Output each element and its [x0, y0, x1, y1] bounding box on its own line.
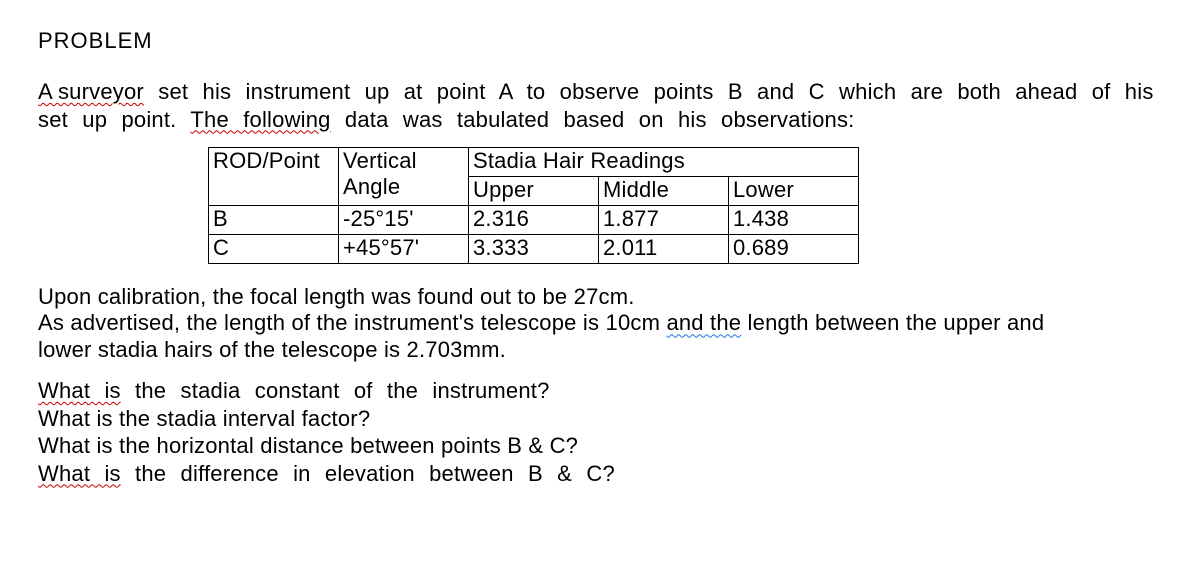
col-header-stadia: Stadia Hair Readings — [469, 148, 859, 177]
question-3: What is the horizontal distance between … — [38, 432, 1162, 460]
text: Upon calibration, the focal length was f… — [38, 284, 635, 309]
questions: What is the stadia constant of the instr… — [38, 377, 1162, 487]
text: Vertical — [343, 148, 417, 173]
text: As advertised, the length of the instrum… — [38, 310, 666, 335]
squiggle-text: What is — [38, 378, 121, 403]
text: length between the upper and — [741, 310, 1044, 335]
cell: 0.689 — [729, 235, 859, 264]
cell: 1.877 — [599, 206, 729, 235]
question-4: What is the difference in elevation betw… — [38, 460, 1162, 488]
table-container: ROD/Point Vertical Angle Stadia Hair Rea… — [38, 147, 1162, 264]
question-2: What is the stadia interval factor? — [38, 405, 1162, 433]
text: data was tabulated based on his observat… — [331, 107, 855, 132]
problem-heading: PROBLEM — [38, 28, 1162, 54]
table-row: B -25°15' 2.316 1.877 1.438 — [209, 206, 859, 235]
cell: +45°57' — [339, 235, 469, 264]
squiggle-text: What is — [38, 461, 121, 486]
col-header-rod: ROD/Point — [209, 148, 339, 206]
cell: -25°15' — [339, 206, 469, 235]
sub-header-upper: Upper — [469, 177, 599, 206]
calibration-paragraph: Upon calibration, the focal length was f… — [38, 284, 1162, 363]
text: Angle — [343, 174, 400, 199]
col-header-angle: Vertical Angle — [339, 148, 469, 206]
cell: 3.333 — [469, 235, 599, 264]
squiggle-text: The following — [190, 107, 330, 132]
table-row: C +45°57' 3.333 2.011 0.689 — [209, 235, 859, 264]
table-row: ROD/Point Vertical Angle Stadia Hair Rea… — [209, 148, 859, 177]
text: the difference in elevation between B & … — [121, 461, 615, 486]
question-1: What is the stadia constant of the instr… — [38, 377, 1162, 405]
sub-header-lower: Lower — [729, 177, 859, 206]
cell: 2.316 — [469, 206, 599, 235]
sub-header-middle: Middle — [599, 177, 729, 206]
cell: C — [209, 235, 339, 264]
squiggle-text: A surveyor — [38, 79, 144, 104]
squiggle-text: and the — [666, 310, 741, 335]
cell: B — [209, 206, 339, 235]
text: lower stadia hairs of the telescope is 2… — [38, 337, 506, 362]
cell: 1.438 — [729, 206, 859, 235]
text: the stadia constant of the instrument? — [121, 378, 550, 403]
problem-statement: A surveyor set his instrument up at poin… — [38, 78, 1162, 133]
cell: 2.011 — [599, 235, 729, 264]
data-table: ROD/Point Vertical Angle Stadia Hair Rea… — [208, 147, 859, 264]
